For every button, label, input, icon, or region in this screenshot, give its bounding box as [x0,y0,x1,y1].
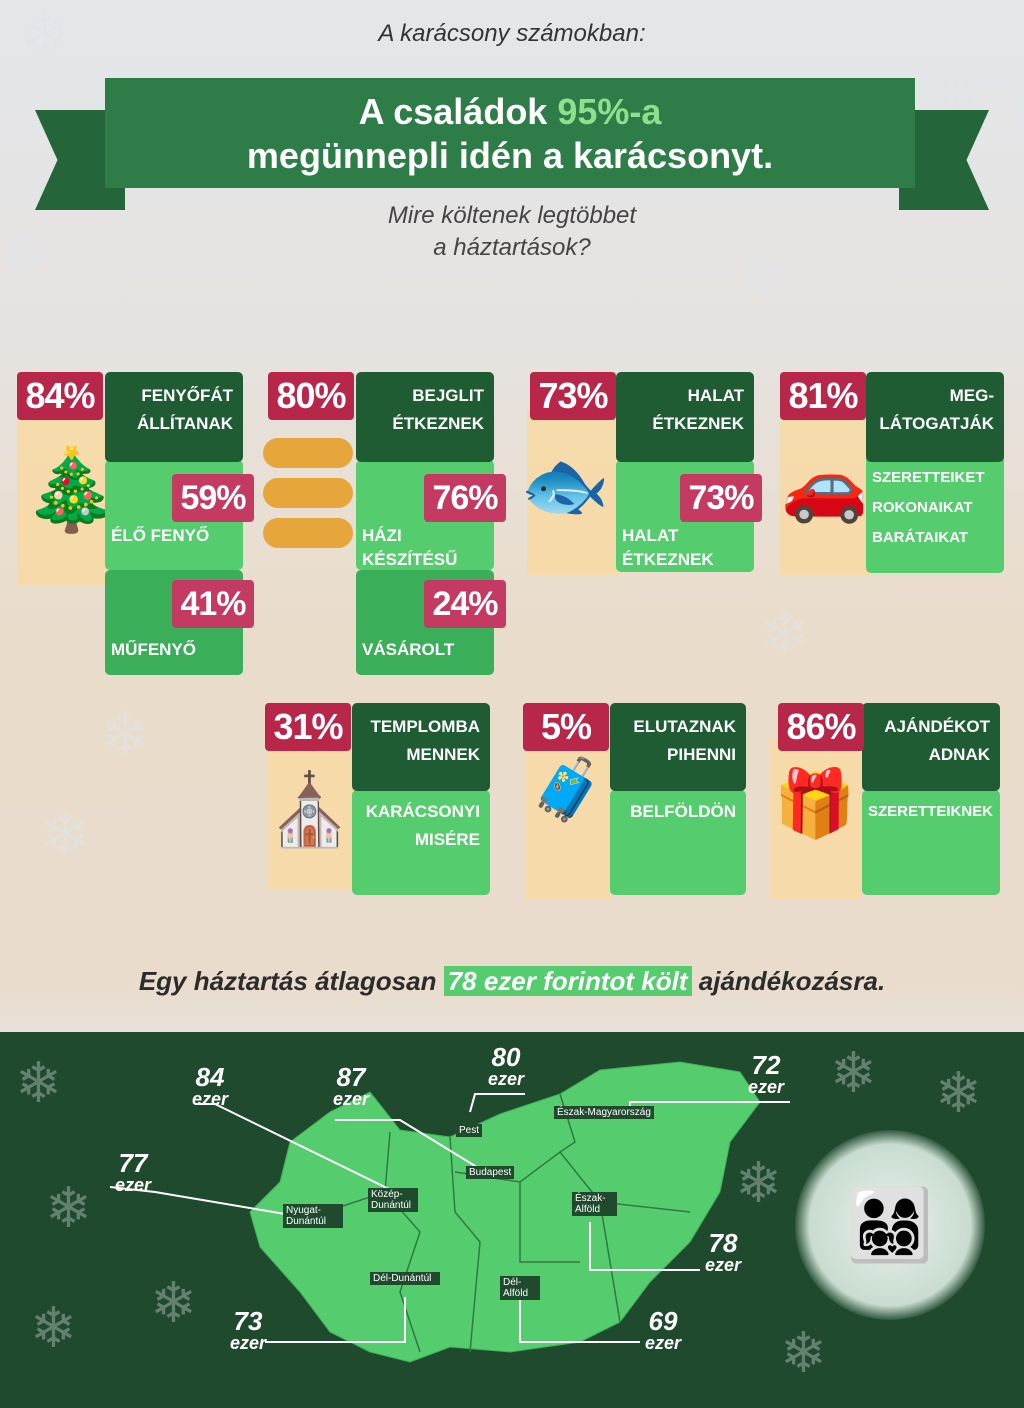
card-percent: 31% [265,703,351,751]
sub-percent: 24% [424,580,506,628]
title-banner: A családok 95%-a megünnepli idén a karác… [105,78,915,188]
card-percent: 73% [530,372,616,420]
snowflake-icon: ❄ [830,1041,877,1104]
region-label: Dél-Alföld [500,1276,540,1300]
card-label: Halat étkeznek [616,372,754,462]
sentence-highlight: 78 ezer forintot költ [443,966,692,996]
map-value-kozep-dunantul: 84 ezer [192,1062,229,1109]
region-label: Nyugat-Dunántúl [283,1204,343,1228]
map-value-eszak-magyarorszag: 72 ezer [748,1050,785,1097]
card-bg [268,740,358,890]
hungary-map [109,1061,790,1363]
map-value-eszak-alfold: 78 ezer [705,1228,742,1275]
sub-label: Szeretteiknek [862,790,1000,895]
snowflake-icon: ❄ [780,1321,827,1384]
sub-label: Szeretteiket rokonaikat barátaikat [866,455,1004,573]
christmas-tree-icon: 🎄 [22,445,122,534]
snowflake-icon: ❄ [40,801,91,868]
hungary-shape [249,1061,761,1363]
car-icon: 🚗 [781,446,869,524]
map-value-nyugat-dunantul: 77 ezer [115,1148,152,1195]
family-illustration: 👨‍👩‍👧‍👦 [795,1130,985,1320]
fish-icon: 🐟 [520,446,610,526]
title-line-1: A családok 95%-a [105,90,915,134]
card-label: Templomba mennek [352,703,490,791]
sub-percent: 41% [172,580,254,628]
card-bg [17,410,109,585]
map-value-budapest: 87 ezer [333,1062,370,1109]
title-highlight: 95%-a [557,91,662,132]
sub-label: Karácsonyi misére [352,790,490,895]
region-label: Budapest [466,1166,515,1179]
card-bg [527,410,619,575]
region-label: Észak-Magyarország [554,1106,654,1119]
card-label: Bejglit étkeznek [356,372,494,462]
card-percent: 80% [268,372,354,420]
gift-icon: 🎁 [773,766,857,840]
snowflake-icon: ❄ [150,1271,197,1334]
card-label: Fenyőfát állítanak [105,372,243,462]
sub-percent: 76% [424,474,506,522]
sentence-text: Egy háztartás átlagosan [138,966,444,996]
luggage-family-icon: 🧳 [530,756,605,823]
card-percent: 86% [778,703,864,751]
snowflake-icon: ❄ [740,241,791,308]
subtitle: Mire költenek legtöbbet a háztartások? [0,200,1024,264]
map-value-pest: 80 ezer [488,1042,525,1089]
snowflake-icon: ❄ [100,701,151,768]
snowflake-icon: ❄ [760,601,811,668]
snowflake-icon: ❄ [735,1151,782,1214]
kicker: A karácsony számokban: [378,20,646,47]
bejgli-icon [263,438,353,550]
card-label: Elutaznak pihenni [610,703,746,791]
spending-sentence: Egy háztartás átlagosan 78 ezer forintot… [0,966,1024,997]
snowflake-icon: ❄ [20,1,71,68]
card-percent: 5% [523,703,609,751]
region-label: Közép-Dunántúl [368,1188,418,1212]
card-percent: 81% [780,372,866,420]
card-bg [770,740,862,900]
region-label: Dél-Dunántúl [370,1272,440,1285]
sentence-text: ajándékozásra. [691,966,886,996]
snowflake-icon: ❄ [0,221,51,288]
map-value-del-dunantul: 73 ezer [230,1306,267,1353]
sub-label: Belföldön [610,790,746,895]
subtitle-line-1: Mire költenek legtöbbet [387,202,637,229]
card-bg [780,410,872,575]
map-value-del-alfold: 69 ezer [645,1306,682,1353]
card-label: Meg-látogatják [866,372,1004,462]
region-label: Észak-Alföld [572,1192,617,1216]
card-bg [525,740,610,900]
sub-percent: 59% [172,474,254,522]
title-text: A családok [358,91,558,132]
snowflake-icon: ❄ [45,1176,92,1239]
card-percent: 84% [17,372,103,420]
title-line-2: megünnepli idén a karácsonyt. [246,135,774,176]
card-label: Ajándékot adnak [862,703,1000,791]
region-label: Pest [456,1124,483,1137]
sub-percent: 73% [680,474,762,522]
subtitle-line-2: a háztartások? [433,234,591,261]
snowflake-icon: ❄ [30,1296,77,1359]
snowflake-icon: ❄ [15,1051,62,1114]
snowflake-icon: ❄ [935,1061,982,1124]
church-icon: ⛪ [266,771,354,849]
leader-lines [109,1093,790,1343]
